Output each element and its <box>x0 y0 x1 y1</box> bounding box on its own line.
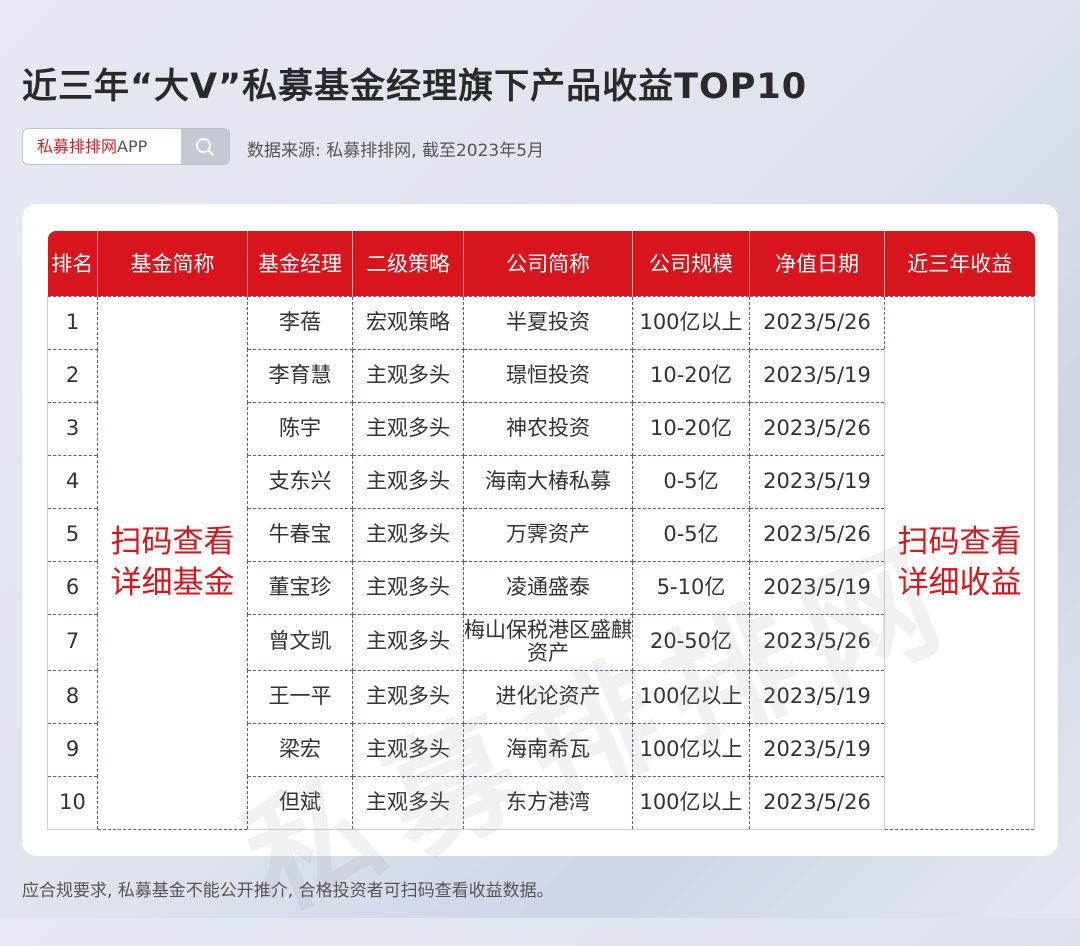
date-cell: 2023/5/19 <box>749 348 885 403</box>
rank-cell: 10 <box>47 775 98 830</box>
table-row: 5 牛春宝 主观多头 万霁资产 0-5亿 2023/5/26 <box>47 507 1035 562</box>
return-note-cell: 扫码查看 详细收益 <box>884 295 1035 830</box>
column-header: 公司简称 <box>463 231 633 296</box>
date-cell: 2023/5/26 <box>749 775 885 830</box>
scale-cell: 10-20亿 <box>632 401 750 456</box>
date-cell: 2023/5/19 <box>749 454 885 509</box>
table-card: 排名 基金简称 基金经理 二级策略 公司简称 公司规模 净值日期 近三年收益 1 扫码查看 详细基… <box>22 204 1058 939</box>
company-cell: 东方港湾 <box>463 775 633 830</box>
strategy-cell: 主观多头 <box>352 775 464 830</box>
table-row: 10 但斌 主观多头 东方港湾 100亿以上 2023/5/26 <box>47 775 1035 830</box>
rank-cell: 5 <box>47 507 98 562</box>
strategy-cell: 主观多头 <box>352 348 464 403</box>
manager-cell: 陈宇 <box>247 401 353 456</box>
rank-cell: 1 <box>47 295 98 350</box>
rank-cell: 8 <box>47 669 98 724</box>
date-cell: 2023/5/19 <box>749 669 885 724</box>
brand-suffix: APP <box>117 137 148 156</box>
table-row: 3 陈宇 主观多头 神农投资 10-20亿 2023/5/26 <box>47 401 1035 456</box>
strategy-cell: 主观多头 <box>352 507 464 562</box>
scale-cell: 100亿以上 <box>632 775 750 830</box>
scale-cell: 0-5亿 <box>632 507 750 562</box>
scale-cell: 100亿以上 <box>632 669 750 724</box>
column-header: 近三年收益 <box>884 231 1035 296</box>
manager-cell: 王一平 <box>247 669 353 724</box>
search-button[interactable] <box>181 129 229 164</box>
rank-cell: 2 <box>47 348 98 403</box>
scale-cell: 20-50亿 <box>632 613 750 671</box>
manager-cell: 李育慧 <box>247 348 353 403</box>
table-row: 1 扫码查看 详细基金 李蓓 宏观策略 半夏投资 100亿以上 2023/5/26 扫码查看 详细… <box>47 295 1035 830</box>
date-cell: 2023/5/26 <box>749 295 885 350</box>
fund-note-cell: 扫码查看 详细基金 <box>97 295 248 830</box>
strategy-cell: 主观多头 <box>352 454 464 509</box>
column-header: 净值日期 <box>749 231 885 296</box>
date-cell: 2023/5/19 <box>749 722 885 777</box>
company-cell: 梅山保税港区盛麒资产 <box>463 613 633 671</box>
search-box[interactable]: 私募排排网APP <box>22 128 230 165</box>
manager-cell: 李蓓 <box>247 295 353 350</box>
manager-cell: 梁宏 <box>247 722 353 777</box>
scale-cell: 0-5亿 <box>632 454 750 509</box>
column-header: 二级策略 <box>352 231 464 296</box>
strategy-cell: 主观多头 <box>352 722 464 777</box>
ranking-table: 排名 基金简称 基金经理 二级策略 公司简称 公司规模 净值日期 近三年收益 1 扫码查看 详细基… <box>47 231 1035 830</box>
rank-cell: 9 <box>47 722 98 777</box>
date-cell: 2023/5/26 <box>749 613 885 671</box>
strategy-cell: 主观多头 <box>352 401 464 456</box>
table-row: 4 支东兴 主观多头 海南大椿私募 0-5亿 2023/5/19 <box>47 454 1035 509</box>
search-icon <box>196 137 214 156</box>
date-cell: 2023/5/26 <box>749 401 885 456</box>
rank-cell: 4 <box>47 454 98 509</box>
company-cell: 凌通盛泰 <box>463 560 633 615</box>
table-row: 7 曾文凯 主观多头 梅山保税港区盛麒资产 20-50亿 2023/5/26 <box>47 613 1035 671</box>
company-cell: 璟恒投资 <box>463 348 633 403</box>
column-header: 公司规模 <box>632 231 750 296</box>
rank-cell: 6 <box>47 560 98 615</box>
scale-cell: 10-20亿 <box>632 348 750 403</box>
search-input[interactable]: 私募排排网APP <box>23 129 181 164</box>
strategy-cell: 主观多头 <box>352 669 464 724</box>
scale-cell: 100亿以上 <box>632 722 750 777</box>
strategy-cell: 主观多头 <box>352 560 464 615</box>
column-header: 基金简称 <box>97 231 248 296</box>
company-cell: 进化论资产 <box>463 669 633 724</box>
manager-cell: 但斌 <box>247 775 353 830</box>
manager-cell: 支东兴 <box>247 454 353 509</box>
brand-text: 私募排排网 <box>37 137 118 156</box>
company-cell: 半夏投资 <box>463 295 633 350</box>
table-row: 2 李育慧 主观多头 璟恒投资 10-20亿 2023/5/19 <box>47 348 1035 403</box>
manager-cell: 曾文凯 <box>247 613 353 671</box>
data-source: 数据来源: 私募排排网, 截至2023年5月 <box>247 141 545 161</box>
scale-cell: 5-10亿 <box>632 560 750 615</box>
strategy-cell: 主观多头 <box>352 613 464 671</box>
table-row: 6 董宝珍 主观多头 凌通盛泰 5-10亿 2023/5/19 <box>47 560 1035 615</box>
company-cell: 海南大椿私募 <box>463 454 633 509</box>
company-cell: 神农投资 <box>463 401 633 456</box>
company-cell: 万霁资产 <box>463 507 633 562</box>
date-cell: 2023/5/19 <box>749 560 885 615</box>
footer-note: 应合规要求, 私募基金不能公开推介, 合格投资者可扫码查看收益数据。 <box>22 881 554 901</box>
scale-cell: 100亿以上 <box>632 295 750 350</box>
page-title: 近三年“大V”私募基金经理旗下产品收益TOP10 <box>22 67 808 107</box>
column-header: 基金经理 <box>247 231 353 296</box>
rank-cell: 7 <box>47 613 98 671</box>
manager-cell: 董宝珍 <box>247 560 353 615</box>
table-row: 8 王一平 主观多头 进化论资产 100亿以上 2023/5/19 <box>47 669 1035 724</box>
rank-cell: 3 <box>47 401 98 456</box>
strategy-cell: 宏观策略 <box>352 295 464 350</box>
manager-cell: 牛春宝 <box>247 507 353 562</box>
column-header: 排名 <box>47 231 98 296</box>
company-cell: 海南希瓦 <box>463 722 633 777</box>
date-cell: 2023/5/26 <box>749 507 885 562</box>
